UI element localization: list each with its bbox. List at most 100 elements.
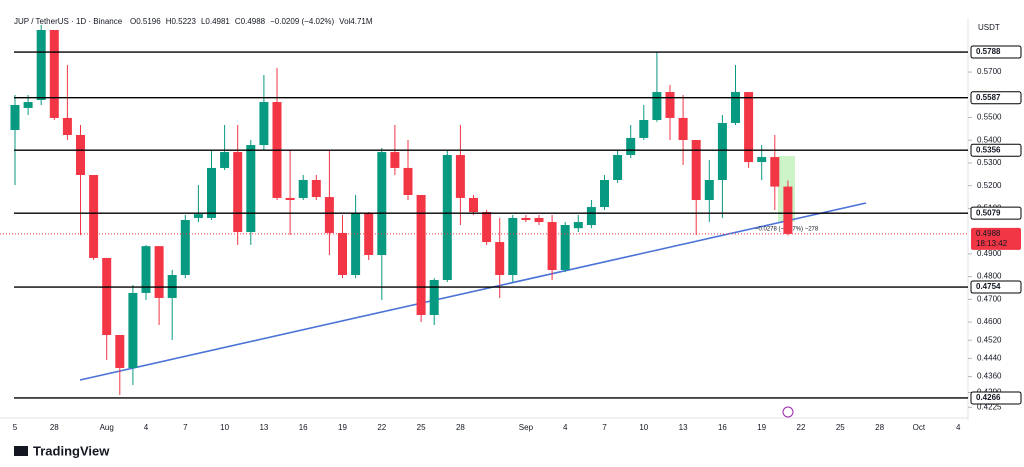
candle-body	[102, 257, 112, 335]
candle-body	[586, 207, 596, 225]
level-label: 0.4754	[976, 282, 1001, 291]
candle-body	[62, 117, 72, 135]
candle-body	[495, 242, 505, 275]
y-tick-label: 0.4360	[977, 372, 1002, 381]
candle-body	[469, 197, 478, 213]
candle-body	[652, 92, 662, 120]
legend-value: L0.4981	[201, 17, 230, 26]
level-label: 0.5587	[976, 93, 1001, 102]
symbol: JUP / TetherUS · 1D · Binance	[14, 17, 123, 26]
candle-body	[717, 122, 727, 180]
candle-body	[534, 217, 544, 223]
candle-body	[442, 155, 452, 280]
level-label: 0.5079	[976, 208, 1001, 217]
x-tick-label: 4	[144, 423, 149, 432]
candle-body	[76, 135, 85, 175]
level-label-box	[970, 391, 1022, 405]
level-label-box	[970, 91, 1022, 105]
candle-body	[23, 102, 33, 108]
x-tick-label: 7	[602, 423, 607, 432]
countdown: 18:13:42	[976, 239, 1008, 248]
candle-body	[639, 120, 649, 138]
candle-body	[521, 217, 531, 220]
candle-body	[731, 92, 740, 123]
level-label: 0.5356	[976, 145, 1001, 154]
candle-body	[665, 92, 675, 118]
x-tick-label: 10	[639, 423, 648, 432]
level-label-box	[970, 143, 1022, 157]
y-tick-label: 0.5500	[977, 113, 1002, 122]
candle-body	[547, 222, 557, 270]
currency: USDT	[978, 23, 1000, 32]
brand: TradingView	[33, 443, 110, 458]
event-icon	[782, 406, 794, 418]
y-tick-label: 0.4440	[977, 354, 1002, 363]
candle-body	[508, 217, 518, 275]
level-label: 0.4266	[976, 393, 1001, 402]
candle-body	[573, 222, 583, 229]
candle-body	[600, 180, 609, 208]
level-label-box	[970, 206, 1022, 220]
candle-body	[429, 280, 439, 315]
last-price-label: 0.4988	[976, 229, 1001, 238]
candle-body	[141, 246, 151, 293]
candle-body	[403, 167, 413, 195]
x-tick-label: Sep	[519, 423, 534, 432]
x-tick-label: 10	[220, 423, 229, 432]
candle-body	[154, 246, 164, 298]
candle-body	[351, 212, 361, 275]
candle-body	[626, 137, 636, 155]
legend-value: C0.4988	[235, 17, 266, 26]
y-tick-label: 0.4600	[977, 317, 1002, 326]
candle-body	[233, 152, 243, 233]
candle-body	[744, 92, 754, 163]
candle-body	[770, 157, 780, 187]
candle-body	[49, 30, 59, 118]
y-tick-label: 0.4700	[977, 294, 1002, 303]
candle-body	[482, 212, 492, 243]
candle-body	[298, 180, 308, 198]
x-tick-label: 28	[50, 423, 59, 432]
x-tick-label: 7	[183, 423, 188, 432]
candle-body	[220, 152, 230, 168]
y-tick-label: 0.5400	[977, 135, 1002, 144]
candle-body	[89, 175, 99, 258]
x-tick-label: 16	[299, 423, 308, 432]
level-label: 0.5788	[976, 47, 1001, 56]
x-tick-label: 22	[377, 423, 386, 432]
candle-body	[338, 232, 347, 275]
candle-body	[259, 102, 269, 145]
candle-body	[180, 220, 190, 275]
x-tick-label: Aug	[100, 423, 114, 432]
legend-value: −0.0209 (−4.02%)	[270, 17, 334, 26]
x-tick-label: 28	[456, 423, 465, 432]
candle-body	[691, 140, 701, 200]
candle-body	[115, 335, 125, 368]
x-tick-label: 4	[563, 423, 568, 432]
x-tick-label: 5	[13, 423, 18, 432]
candle-body	[246, 145, 256, 233]
candle-body	[390, 152, 400, 168]
candle-body	[193, 214, 203, 218]
y-tick-label: 0.5300	[977, 158, 1002, 167]
candle-body	[757, 157, 767, 163]
candle-body	[783, 186, 793, 234]
x-tick-label: 19	[757, 423, 766, 432]
candle-body	[128, 292, 138, 368]
y-tick-label: 0.5700	[977, 67, 1002, 76]
x-tick-label: 19	[338, 423, 347, 432]
legend-value: Vol4.71M	[339, 17, 373, 26]
candle-body	[613, 155, 623, 180]
x-tick-label: 4	[956, 423, 961, 432]
legend-value: H0.5223	[166, 17, 197, 26]
trend-line	[79, 202, 867, 381]
candle-body	[364, 212, 374, 255]
logo-mark	[14, 446, 28, 456]
x-tick-label: 25	[836, 423, 845, 432]
y-tick-label: 0.5200	[977, 181, 1002, 190]
x-tick-label: 16	[718, 423, 727, 432]
candle-body	[416, 195, 426, 315]
y-tick-label: 0.4520	[977, 335, 1002, 344]
x-tick-label: 22	[797, 423, 806, 432]
